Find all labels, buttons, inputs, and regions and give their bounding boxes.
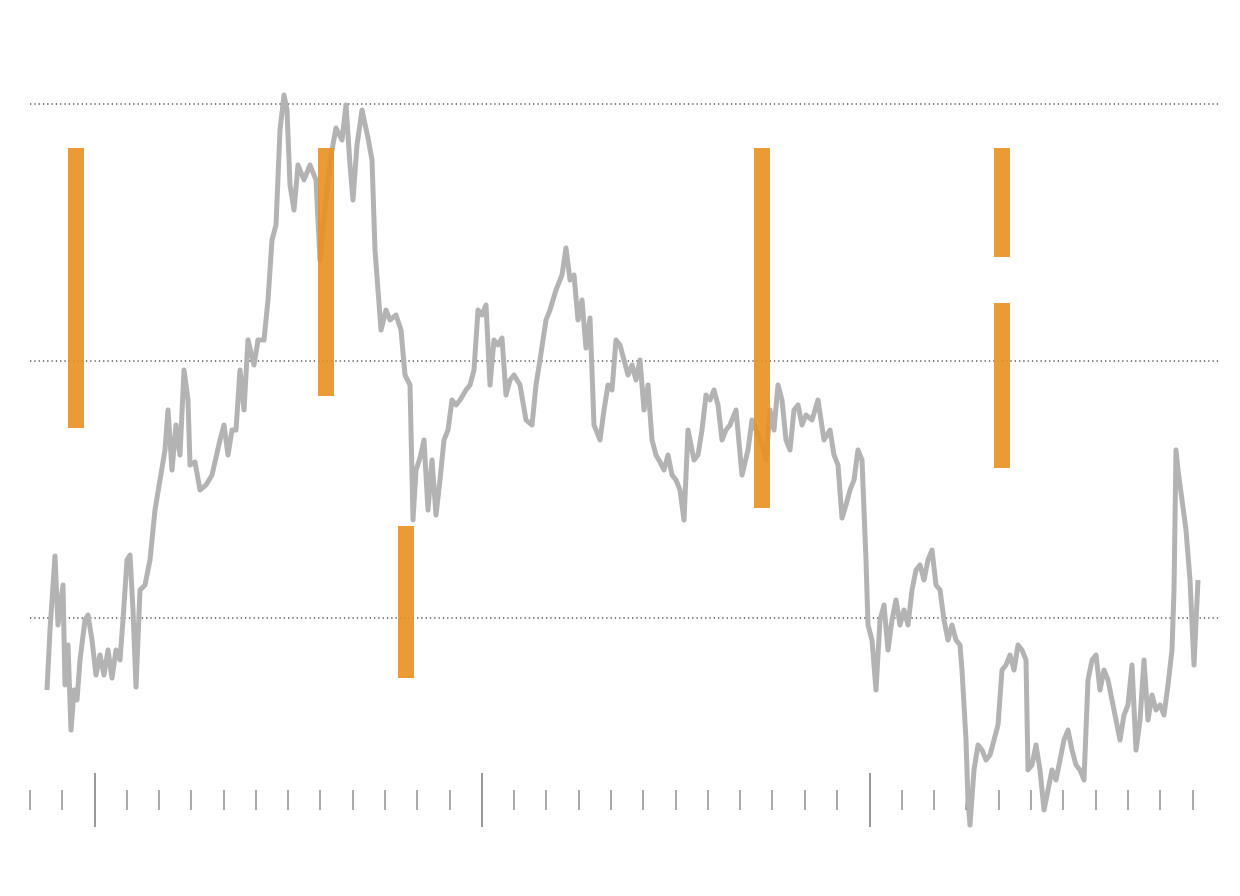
range-bar <box>994 303 1010 468</box>
range-bar <box>318 148 334 396</box>
range-bar <box>68 148 84 428</box>
range-bar <box>754 148 770 508</box>
range-bar <box>398 526 414 678</box>
line <box>44 92 1201 828</box>
range-bar <box>994 148 1010 257</box>
